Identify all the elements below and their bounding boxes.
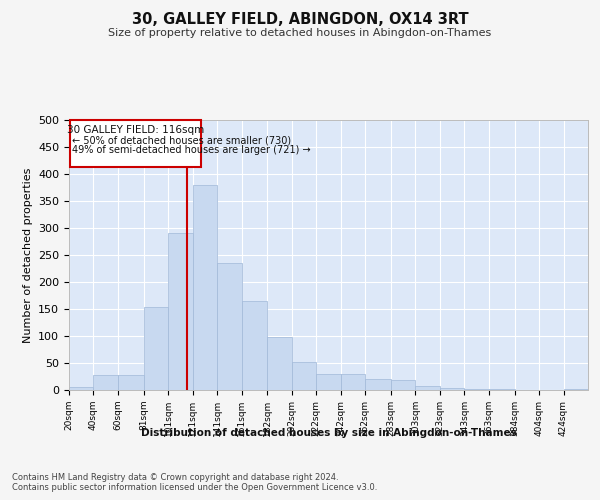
Bar	[391, 380, 415, 390]
Bar	[69, 388, 94, 390]
Text: Distribution of detached houses by size in Abingdon-on-Thames: Distribution of detached houses by size …	[141, 428, 517, 438]
Bar	[292, 362, 316, 390]
Bar	[168, 234, 193, 390]
Bar	[70, 120, 201, 167]
Text: ← 50% of detached houses are smaller (730): ← 50% of detached houses are smaller (73…	[72, 135, 291, 145]
Bar	[94, 375, 118, 390]
Bar	[242, 301, 267, 390]
Y-axis label: Number of detached properties: Number of detached properties	[23, 168, 32, 342]
Bar	[118, 375, 143, 390]
Bar	[267, 337, 292, 390]
Bar	[193, 185, 217, 390]
Bar	[415, 386, 440, 390]
Bar	[464, 389, 489, 390]
Bar	[316, 374, 341, 390]
Text: Size of property relative to detached houses in Abingdon-on-Thames: Size of property relative to detached ho…	[109, 28, 491, 38]
Text: Contains public sector information licensed under the Open Government Licence v3: Contains public sector information licen…	[12, 484, 377, 492]
Text: 30, GALLEY FIELD, ABINGDON, OX14 3RT: 30, GALLEY FIELD, ABINGDON, OX14 3RT	[131, 12, 469, 28]
Text: Contains HM Land Registry data © Crown copyright and database right 2024.: Contains HM Land Registry data © Crown c…	[12, 472, 338, 482]
Bar	[217, 263, 242, 390]
Bar	[365, 379, 391, 390]
Text: 30 GALLEY FIELD: 116sqm: 30 GALLEY FIELD: 116sqm	[67, 126, 204, 136]
Bar	[563, 389, 588, 390]
Text: 49% of semi-detached houses are larger (721) →: 49% of semi-detached houses are larger (…	[72, 145, 311, 155]
Bar	[440, 388, 464, 390]
Bar	[143, 308, 168, 390]
Bar	[341, 374, 365, 390]
